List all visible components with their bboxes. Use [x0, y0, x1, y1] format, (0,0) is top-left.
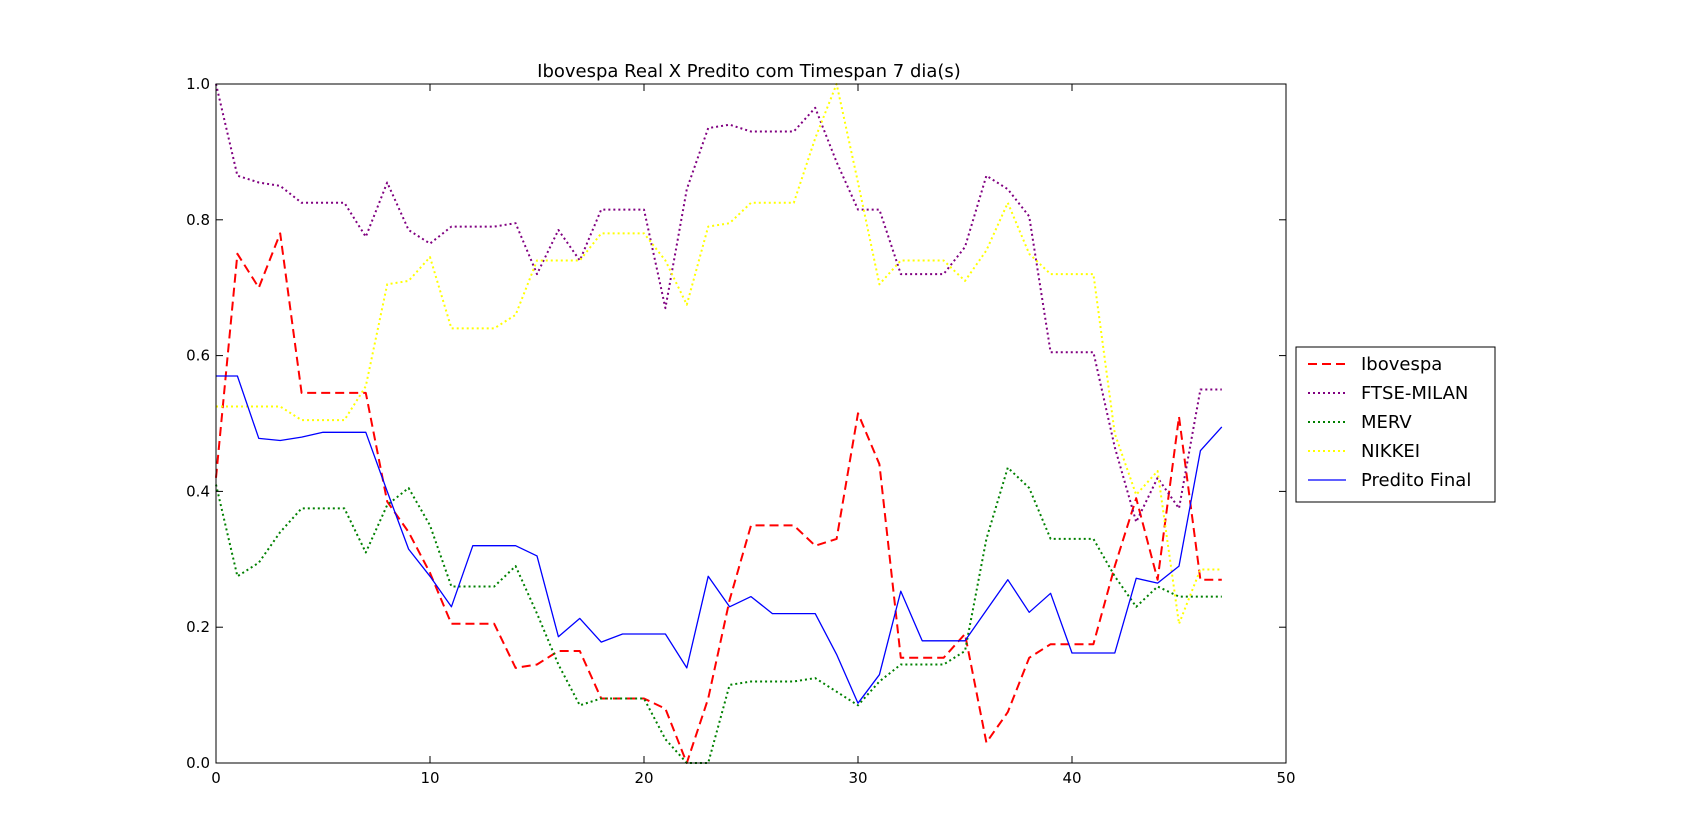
legend-label: FTSE-MILAN: [1361, 383, 1468, 404]
x-tick-label: 40: [1062, 769, 1081, 787]
legend-label: Predito Final: [1361, 470, 1471, 491]
x-tick-label: 20: [634, 769, 653, 787]
legend: Ibovespa FTSE-MILAN MERV NIKKEI Predito Fina…: [1295, 346, 1496, 503]
y-tick-label: 0.2: [186, 618, 210, 636]
legend-label: MERV: [1361, 412, 1412, 433]
series-line-nikkei: [216, 83, 1222, 625]
legend-box: [1295, 346, 1496, 503]
legend-label: NIKKEI: [1361, 441, 1420, 462]
y-tick-label: 0.6: [186, 347, 210, 365]
series-line-ibovespa: [215, 232, 1222, 764]
plot-area: [215, 83, 1223, 764]
chart-title: Ibovespa Real X Predito com Timespan 7 d…: [537, 61, 961, 82]
y-tick-label: 0.0: [186, 754, 210, 772]
x-tick-label: 10: [420, 769, 439, 787]
series-line-merv: [215, 466, 1222, 764]
axes-frame: [215, 83, 1287, 764]
y-tick-label: 1.0: [186, 75, 210, 93]
y-tick-label: 0.8: [186, 211, 210, 229]
series-line-predito-final: [216, 375, 1223, 704]
legend-label: Ibovespa: [1361, 354, 1442, 375]
x-tick-label: 0: [211, 769, 221, 787]
axes: 0 10 20 30 40 50 0.0 0.2 0.4 0.6 0.8 1.0: [186, 75, 1295, 787]
y-tick-label: 0.4: [186, 482, 210, 500]
x-tick-label: 50: [1276, 769, 1295, 787]
x-tick-label: 30: [848, 769, 867, 787]
